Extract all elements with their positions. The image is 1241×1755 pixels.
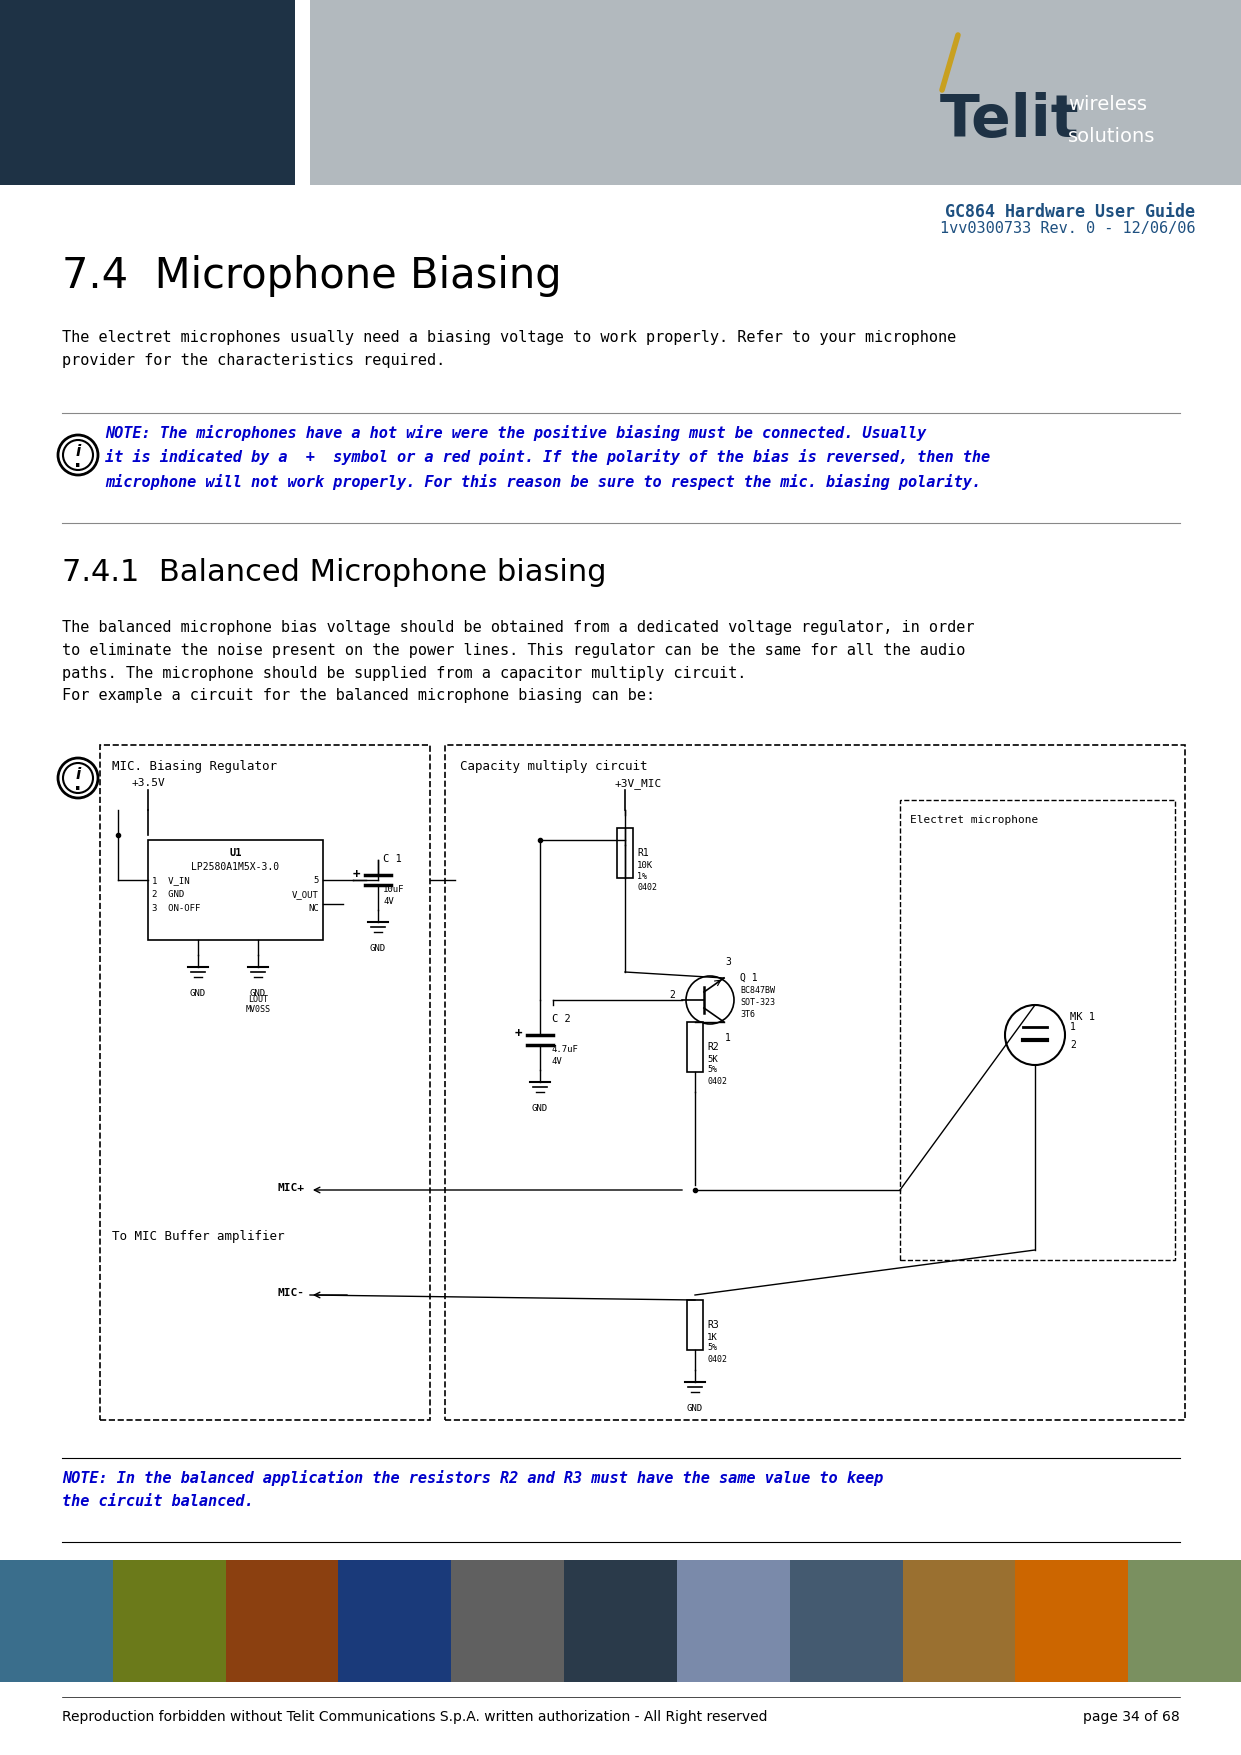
Text: 5%: 5% — [707, 1065, 717, 1074]
Bar — [0, 1560, 114, 1681]
Text: Q 1: Q 1 — [740, 972, 757, 983]
Text: 0402: 0402 — [707, 1355, 727, 1364]
Text: MK 1: MK 1 — [1070, 1013, 1095, 1021]
Text: 7.4.1  Balanced Microphone biasing: 7.4.1 Balanced Microphone biasing — [62, 558, 607, 586]
Text: 0402: 0402 — [707, 1076, 727, 1086]
Text: 10K: 10K — [637, 860, 653, 869]
Text: MIC-: MIC- — [278, 1288, 305, 1299]
Bar — [113, 1560, 227, 1681]
Text: NC: NC — [308, 904, 319, 913]
Bar — [902, 1560, 1016, 1681]
Text: Telit: Telit — [939, 91, 1080, 149]
Bar — [310, 0, 1241, 184]
Text: 2  GND: 2 GND — [151, 890, 184, 899]
Bar — [617, 828, 633, 878]
Text: Capacity multiply circuit: Capacity multiply circuit — [460, 760, 648, 772]
Bar — [101, 746, 429, 1420]
Text: 3  ON-OFF: 3 ON-OFF — [151, 904, 200, 913]
Text: 5K: 5K — [707, 1055, 717, 1064]
Text: Reproduction forbidden without Telit Communications S.p.A. written authorization: Reproduction forbidden without Telit Com… — [62, 1709, 767, 1723]
Text: MIC. Biasing Regulator: MIC. Biasing Regulator — [112, 760, 277, 772]
Bar — [148, 841, 323, 941]
Text: 5%: 5% — [707, 1344, 717, 1353]
Bar — [676, 1560, 791, 1681]
Text: LP2580A1M5X-3.0: LP2580A1M5X-3.0 — [191, 862, 279, 872]
Text: C 2: C 2 — [552, 1014, 571, 1023]
Text: GND: GND — [249, 990, 266, 999]
Text: 4V: 4V — [383, 897, 393, 906]
Text: MV0SS: MV0SS — [246, 1006, 271, 1014]
Text: 2: 2 — [1070, 1041, 1076, 1049]
Text: SOT-323: SOT-323 — [740, 997, 774, 1007]
Bar — [452, 1560, 565, 1681]
Text: GND: GND — [532, 1104, 549, 1113]
Text: i: i — [76, 767, 81, 781]
Bar — [339, 1560, 452, 1681]
Bar — [295, 0, 310, 184]
Bar — [688, 1300, 702, 1350]
Bar — [688, 1021, 702, 1072]
Text: The electret microphones usually need a biasing voltage to work properly. Refer : The electret microphones usually need a … — [62, 330, 957, 369]
Text: GC864 Hardware User Guide: GC864 Hardware User Guide — [944, 204, 1195, 221]
Text: The balanced microphone bias voltage should be obtained from a dedicated voltage: The balanced microphone bias voltage sho… — [62, 620, 974, 704]
Text: 7.4  Microphone Biasing: 7.4 Microphone Biasing — [62, 254, 562, 297]
Text: 1K: 1K — [707, 1332, 717, 1341]
Bar — [565, 1560, 678, 1681]
Text: 1: 1 — [1070, 1021, 1076, 1032]
Text: NOTE: The microphones have a hot wire were the positive biasing must be connecte: NOTE: The microphones have a hot wire we… — [105, 425, 990, 490]
Bar — [0, 0, 295, 184]
Text: BC847BW: BC847BW — [740, 986, 774, 995]
Text: +3V_MIC: +3V_MIC — [616, 777, 663, 790]
Text: 1: 1 — [725, 1034, 731, 1042]
Text: 5: 5 — [314, 876, 319, 885]
Text: NOTE: In the balanced application the resistors R2 and R3 must have the same val: NOTE: In the balanced application the re… — [62, 1471, 884, 1509]
Text: i: i — [76, 444, 81, 458]
Text: +: + — [352, 867, 360, 881]
Text: 10uF: 10uF — [383, 885, 405, 893]
Circle shape — [1005, 1006, 1065, 1065]
Bar — [789, 1560, 903, 1681]
Bar — [446, 746, 1185, 1420]
Text: R3: R3 — [707, 1320, 719, 1330]
Text: wireless: wireless — [1069, 95, 1147, 114]
Text: GND: GND — [370, 944, 386, 953]
Text: 4V: 4V — [552, 1057, 562, 1065]
Text: solutions: solutions — [1069, 126, 1155, 146]
Text: 1%: 1% — [637, 872, 647, 881]
Text: 4.7uF: 4.7uF — [552, 1044, 578, 1055]
Bar — [226, 1560, 340, 1681]
Text: GND: GND — [688, 1404, 704, 1413]
Text: 3: 3 — [725, 956, 731, 967]
Text: C 1: C 1 — [383, 855, 402, 863]
Text: V_OUT: V_OUT — [292, 890, 319, 899]
Text: page 34 of 68: page 34 of 68 — [1083, 1709, 1180, 1723]
Text: GND: GND — [190, 990, 206, 999]
Text: U1: U1 — [230, 848, 242, 858]
Text: R2: R2 — [707, 1042, 719, 1051]
Text: 3T6: 3T6 — [740, 1009, 755, 1018]
Text: +3.5V: +3.5V — [132, 777, 165, 788]
Text: .: . — [74, 451, 82, 470]
Bar — [900, 800, 1175, 1260]
Text: Electret microphone: Electret microphone — [910, 814, 1039, 825]
Text: To MIC Buffer amplifier: To MIC Buffer amplifier — [112, 1230, 284, 1243]
Bar — [1015, 1560, 1129, 1681]
Text: +: + — [514, 1027, 521, 1041]
Text: LOUT: LOUT — [248, 995, 268, 1004]
Text: 1vv0300733 Rev. 0 - 12/06/06: 1vv0300733 Rev. 0 - 12/06/06 — [939, 221, 1195, 235]
Text: 0402: 0402 — [637, 883, 656, 892]
Text: 2: 2 — [669, 990, 675, 1000]
Text: R1: R1 — [637, 848, 649, 858]
Text: MIC+: MIC+ — [278, 1183, 305, 1193]
Text: 1  V_IN: 1 V_IN — [151, 876, 190, 885]
Bar — [1128, 1560, 1241, 1681]
Text: .: . — [74, 774, 82, 793]
Circle shape — [686, 976, 733, 1023]
